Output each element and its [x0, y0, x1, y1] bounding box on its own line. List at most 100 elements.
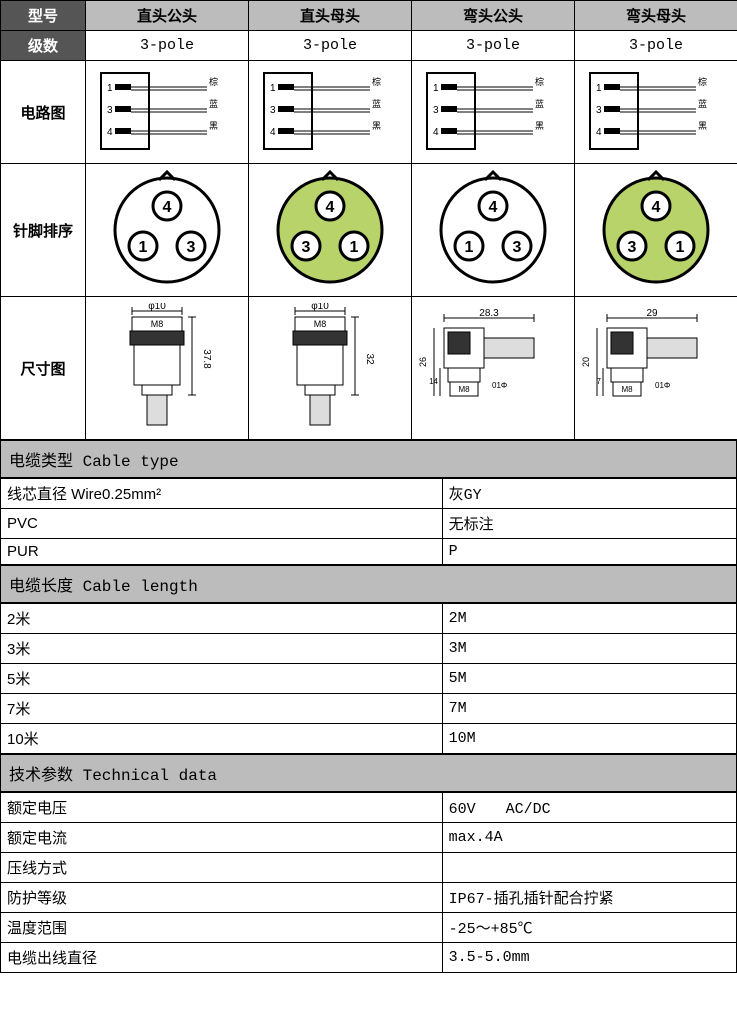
cable-length-rows: 2米 2M 3米 3M 5米 5M 7米 7M 10米 10M	[0, 603, 737, 754]
svg-text:3: 3	[187, 239, 196, 256]
pinout-1: 4 3 1	[249, 164, 412, 297]
svg-text:1: 1	[350, 239, 359, 256]
header-poles-label: 级数	[1, 31, 86, 61]
svg-text:棕: 棕	[535, 76, 544, 87]
kv-label: 电缆出线直径	[1, 943, 443, 973]
pinout-diagram-icon: 4 1 3	[433, 170, 553, 290]
svg-text:4: 4	[489, 199, 498, 216]
svg-text:棕: 棕	[372, 76, 381, 87]
svg-text:3: 3	[513, 239, 522, 256]
svg-text:37.8: 37.8	[201, 349, 212, 369]
svg-text:3: 3	[596, 105, 602, 116]
tech-data-rows: 额定电压 60V AC/DC 额定电流 max.4A 压线方式 防护等级 IP6…	[0, 792, 737, 973]
svg-text:棕: 棕	[698, 76, 707, 87]
svg-text:32: 32	[364, 353, 375, 365]
svg-text:蓝: 蓝	[372, 98, 381, 109]
svg-text:1: 1	[596, 83, 602, 94]
svg-text:29: 29	[646, 308, 658, 319]
kv-value: max.4A	[442, 823, 736, 853]
svg-text:M8: M8	[151, 319, 164, 329]
tech-data-section: 技术参数 Technical data	[0, 754, 737, 792]
kv-value: -25～+85℃	[442, 913, 736, 943]
dim-2: 28.3 M8 26 14 01Φ	[412, 297, 575, 440]
kv-label: 10米	[1, 724, 443, 754]
kv-label: 5米	[1, 664, 443, 694]
cable-length-title: 电缆长度 Cable length	[1, 566, 737, 603]
cable-type-rows: 线芯直径 Wire0.25mm² 灰GY PVC 无标注 PUR P	[0, 478, 737, 565]
kv-value: 5M	[442, 664, 736, 694]
kv-value: 无标注	[442, 509, 736, 539]
svg-text:1: 1	[465, 239, 474, 256]
svg-text:M8: M8	[314, 319, 327, 329]
kv-value: 3M	[442, 634, 736, 664]
svg-text:26: 26	[418, 357, 428, 367]
svg-text:1: 1	[139, 239, 148, 256]
dimension-row: 尺寸图 φ10 M8 37.8 φ10 M8	[1, 297, 737, 440]
svg-text:01Φ: 01Φ	[492, 381, 507, 390]
svg-text:蓝: 蓝	[535, 98, 544, 109]
circuit-diagram-icon: 1 棕 3 蓝 4 黑	[586, 67, 726, 157]
svg-text:3: 3	[433, 105, 439, 116]
pole-1: 3-pole	[249, 31, 412, 61]
svg-text:3: 3	[628, 239, 637, 256]
kv-value	[442, 853, 736, 883]
circuit-3: 1 棕 3 蓝 4 黑	[575, 61, 737, 164]
dim-1: φ10 M8 32	[249, 297, 412, 440]
pinout-diagram-icon: 4 3 1	[596, 170, 716, 290]
dimension-angle-icon: 29 M8 20 7 01Φ	[577, 308, 737, 428]
circuit-diagram-icon: 1 棕 3 蓝 4 黑	[97, 67, 237, 157]
pole-3: 3-pole	[575, 31, 737, 61]
col-0: 直头公头	[86, 1, 249, 31]
kv-value: 2M	[442, 604, 736, 634]
kv-value: 3.5-5.0mm	[442, 943, 736, 973]
circuit-1: 1 棕 3 蓝 4 黑	[249, 61, 412, 164]
table-row: 7米 7M	[1, 694, 737, 724]
col-3: 弯头母头	[575, 1, 737, 31]
pole-0: 3-pole	[86, 31, 249, 61]
kv-value: IP67-插孔插针配合拧紧	[442, 883, 736, 913]
circuit-2: 1 棕 3 蓝 4 黑	[412, 61, 575, 164]
table-row: 2米 2M	[1, 604, 737, 634]
svg-text:黑: 黑	[698, 121, 707, 131]
dim-0: φ10 M8 37.8	[86, 297, 249, 440]
svg-text:黑: 黑	[535, 121, 544, 131]
kv-label: 额定电压	[1, 793, 443, 823]
circuit-diagram-icon: 1 棕 3 蓝 4 黑	[260, 67, 400, 157]
svg-text:4: 4	[596, 127, 602, 138]
svg-text:M8: M8	[621, 385, 633, 394]
table-row: 5米 5M	[1, 664, 737, 694]
svg-text:蓝: 蓝	[209, 98, 218, 109]
table-row: 10米 10M	[1, 724, 737, 754]
svg-text:M8: M8	[458, 385, 470, 394]
kv-label: PUR	[1, 539, 443, 565]
table-row: 额定电压 60V AC/DC	[1, 793, 737, 823]
kv-value: 10M	[442, 724, 736, 754]
kv-label: PVC	[1, 509, 443, 539]
table-row: 防护等级 IP67-插孔插针配合拧紧	[1, 883, 737, 913]
dimension-angle-icon: 28.3 M8 26 14 01Φ	[414, 308, 574, 428]
pinout-row: 针脚排序 4 1 3 4 3 1 4 1	[1, 164, 737, 297]
svg-text:4: 4	[270, 127, 276, 138]
svg-text:1: 1	[270, 83, 276, 94]
svg-text:φ10: φ10	[311, 303, 329, 312]
svg-text:黑: 黑	[209, 121, 218, 131]
pole-2: 3-pole	[412, 31, 575, 61]
header-row-1: 型号 直头公头 直头母头 弯头公头 弯头母头	[1, 1, 737, 31]
kv-label: 温度范围	[1, 913, 443, 943]
svg-text:黑: 黑	[372, 121, 381, 131]
kv-value: P	[442, 539, 736, 565]
svg-text:4: 4	[326, 199, 335, 216]
header-model-label: 型号	[1, 1, 86, 31]
kv-label: 额定电流	[1, 823, 443, 853]
svg-text:4: 4	[433, 127, 439, 138]
svg-text:20: 20	[581, 357, 591, 367]
svg-text:3: 3	[302, 239, 311, 256]
cable-type-section: 电缆类型 Cable type	[0, 440, 737, 478]
svg-text:4: 4	[163, 199, 172, 216]
cable-length-section: 电缆长度 Cable length	[0, 565, 737, 603]
table-row: 温度范围 -25～+85℃	[1, 913, 737, 943]
header-row-2: 级数 3-pole 3-pole 3-pole 3-pole	[1, 31, 737, 61]
svg-text:7: 7	[597, 377, 602, 386]
kv-value: 灰GY	[442, 479, 736, 509]
svg-text:蓝: 蓝	[698, 98, 707, 109]
